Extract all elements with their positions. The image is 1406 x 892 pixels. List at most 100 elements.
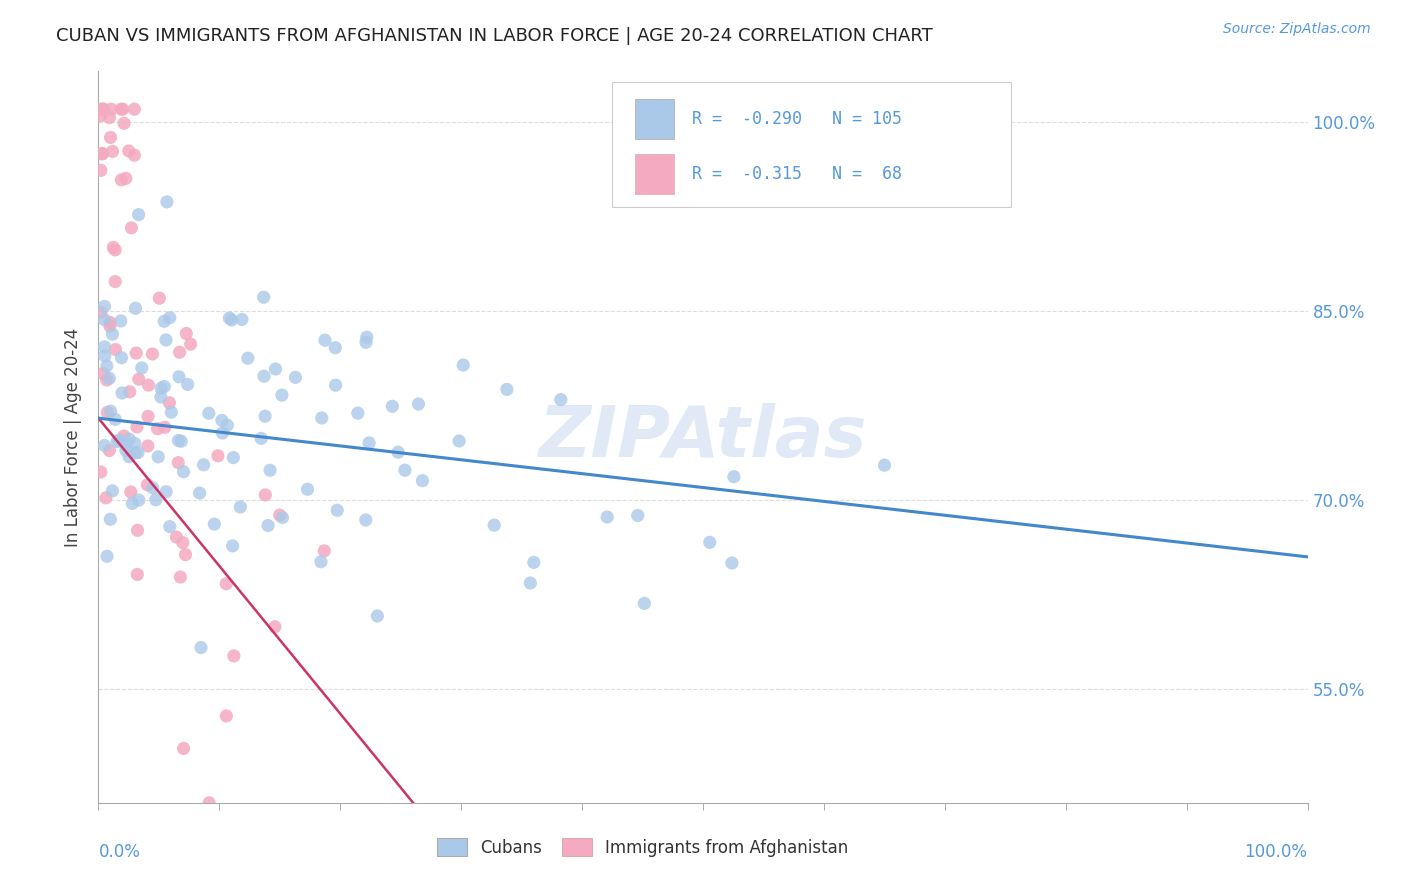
- Point: [98, 111, 121, 125]
- Point: [221, 539, 243, 553]
- Point: [387, 445, 409, 459]
- Point: [167, 369, 190, 384]
- Text: 0.0%: 0.0%: [98, 843, 141, 861]
- Point: [114, 438, 136, 452]
- Point: [115, 443, 138, 458]
- Point: [150, 381, 173, 395]
- Point: [136, 409, 159, 424]
- Point: [90, 109, 112, 123]
- Point: [110, 102, 132, 116]
- Point: [202, 517, 225, 532]
- Point: [354, 335, 377, 350]
- Point: [264, 362, 287, 376]
- Point: [100, 130, 122, 145]
- Point: [254, 488, 277, 502]
- Point: [98, 371, 121, 385]
- Point: [217, 418, 239, 433]
- Point: [176, 377, 198, 392]
- Point: [167, 456, 190, 470]
- Point: [257, 518, 280, 533]
- Point: [253, 290, 276, 304]
- Point: [172, 535, 194, 549]
- Point: [211, 425, 233, 440]
- Point: [253, 369, 276, 384]
- Point: [254, 409, 277, 424]
- Point: [633, 596, 655, 610]
- Point: [271, 388, 294, 402]
- Point: [94, 491, 117, 505]
- Point: [236, 351, 259, 366]
- Point: [215, 709, 238, 723]
- Point: [176, 326, 198, 341]
- Point: [108, 433, 131, 447]
- Point: [105, 434, 128, 449]
- Point: [120, 485, 142, 500]
- Point: [231, 312, 253, 326]
- Point: [118, 144, 141, 158]
- Point: [110, 351, 132, 365]
- Point: [271, 510, 294, 524]
- Point: [118, 384, 141, 399]
- Point: [259, 463, 281, 477]
- Point: [96, 549, 118, 564]
- Point: [325, 378, 347, 392]
- Point: [91, 146, 114, 161]
- Point: [124, 102, 146, 116]
- Point: [250, 431, 273, 445]
- Point: [627, 508, 650, 523]
- Point: [723, 469, 745, 483]
- Point: [221, 313, 243, 327]
- Point: [211, 413, 233, 427]
- Point: [98, 512, 121, 526]
- Point: [98, 315, 121, 329]
- Point: [550, 392, 572, 407]
- Point: [356, 330, 378, 344]
- FancyBboxPatch shape: [636, 153, 673, 194]
- Point: [188, 486, 211, 500]
- Point: [115, 171, 138, 186]
- Point: [198, 406, 221, 420]
- Point: [408, 397, 430, 411]
- Point: [103, 240, 125, 254]
- Point: [153, 420, 176, 434]
- Point: [155, 484, 177, 499]
- Point: [93, 102, 115, 116]
- Point: [127, 567, 149, 582]
- Point: [484, 518, 506, 533]
- Text: 100.0%: 100.0%: [1244, 843, 1308, 861]
- Point: [155, 333, 177, 347]
- Point: [699, 535, 721, 549]
- Point: [124, 301, 146, 316]
- Point: [90, 102, 112, 116]
- Point: [159, 519, 181, 533]
- Point: [124, 436, 146, 450]
- Point: [100, 102, 122, 116]
- Point: [104, 412, 127, 426]
- Point: [128, 208, 150, 222]
- Point: [314, 333, 336, 347]
- Text: CUBAN VS IMMIGRANTS FROM AFGHANISTAN IN LABOR FORCE | AGE 20-24 CORRELATION CHAR: CUBAN VS IMMIGRANTS FROM AFGHANISTAN IN …: [56, 27, 934, 45]
- Point: [104, 343, 127, 357]
- Point: [215, 576, 238, 591]
- Point: [145, 492, 167, 507]
- FancyBboxPatch shape: [613, 82, 1011, 207]
- Point: [451, 358, 474, 372]
- Point: [180, 337, 202, 351]
- Point: [198, 796, 221, 810]
- Point: [263, 620, 285, 634]
- Point: [125, 346, 148, 360]
- Point: [323, 341, 346, 355]
- Text: Source: ZipAtlas.com: Source: ZipAtlas.com: [1223, 22, 1371, 37]
- Point: [519, 576, 541, 591]
- Point: [96, 359, 118, 373]
- Point: [91, 367, 114, 381]
- Point: [149, 390, 172, 404]
- Point: [127, 524, 149, 538]
- Point: [148, 450, 170, 464]
- Point: [596, 510, 619, 524]
- Point: [124, 445, 146, 459]
- Text: R =  -0.315   N =  68: R = -0.315 N = 68: [692, 165, 903, 183]
- Point: [98, 318, 121, 333]
- Point: [120, 220, 142, 235]
- Point: [136, 477, 159, 491]
